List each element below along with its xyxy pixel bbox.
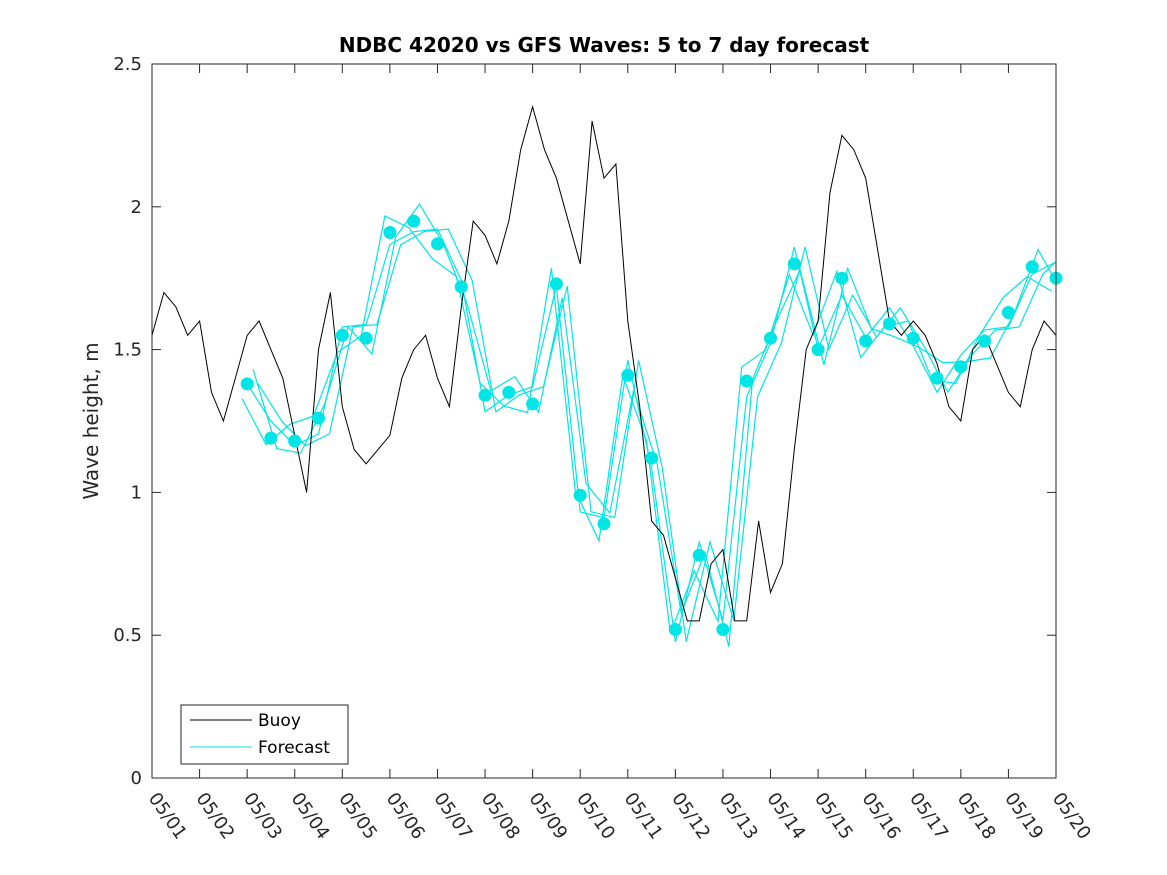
forecast-point-30 [930, 371, 944, 385]
forecast-point-7 [383, 226, 397, 239]
forecast-point-23 [764, 331, 777, 345]
legend-label-forecast: Forecast [258, 738, 330, 758]
forecast-point-32 [978, 334, 992, 348]
forecast-point-3 [288, 434, 302, 448]
legend-label-buoy: Buoy [258, 711, 301, 731]
forecast-point-11 [478, 388, 492, 402]
forecast-run-line-1 [246, 228, 1057, 643]
y-axis-ticks: 0 0.5 1 1.5 2 2.5 [113, 54, 1056, 789]
forecast-point-14 [549, 277, 563, 291]
y-axis-label: Wave height, m [79, 342, 103, 499]
y-tick-label-2: 1 [131, 482, 142, 503]
forecast-point-25 [811, 343, 825, 357]
forecast-point-10 [454, 280, 468, 294]
forecast-point-24 [787, 257, 801, 271]
plot-marks [151, 104, 1063, 647]
forecast-point-12 [502, 385, 516, 399]
buoy-line [151, 104, 1057, 622]
forecast-point-8 [407, 214, 421, 228]
forecast-point-33 [1001, 306, 1015, 319]
forecast-point-13 [526, 397, 540, 411]
forecast-point-28 [883, 317, 896, 331]
y-tick-label-0: 0 [131, 768, 142, 789]
y-tick-label-3: 1.5 [113, 340, 142, 361]
forecast-point-2 [264, 431, 278, 445]
plot-frame [151, 63, 1057, 779]
forecast-point-4 [312, 411, 325, 425]
forecast-point-17 [621, 368, 635, 382]
forecast-run-line-4 [257, 228, 1057, 642]
forecast-point-27 [859, 334, 873, 348]
forecast-point-19 [668, 623, 682, 636]
y-tick-label-4: 2 [131, 197, 142, 218]
forecast-point-29 [906, 331, 920, 345]
forecast-point-5 [335, 328, 349, 342]
forecast-point-31 [954, 360, 968, 374]
y-tick-label-5: 2.5 [113, 54, 142, 75]
legend: Buoy Forecast [180, 704, 349, 765]
y-tick-label-1: 0.5 [113, 625, 142, 646]
chart-title: NDBC 42020 vs GFS Waves: 5 to 7 day fore… [339, 33, 870, 57]
forecast-point-20 [692, 548, 706, 562]
forecast-point-21 [716, 623, 730, 636]
forecast-point-9 [431, 237, 444, 251]
legend-box [180, 704, 349, 765]
forecast-point-18 [645, 451, 659, 465]
forecast-point-16 [597, 517, 611, 531]
forecast-point-34 [1025, 260, 1039, 274]
forecast-point-1 [240, 377, 254, 391]
forecast-point-22 [740, 374, 754, 388]
forecast-point-6 [359, 331, 373, 345]
forecast-point-15 [573, 488, 587, 502]
forecast-point-26 [835, 271, 849, 285]
